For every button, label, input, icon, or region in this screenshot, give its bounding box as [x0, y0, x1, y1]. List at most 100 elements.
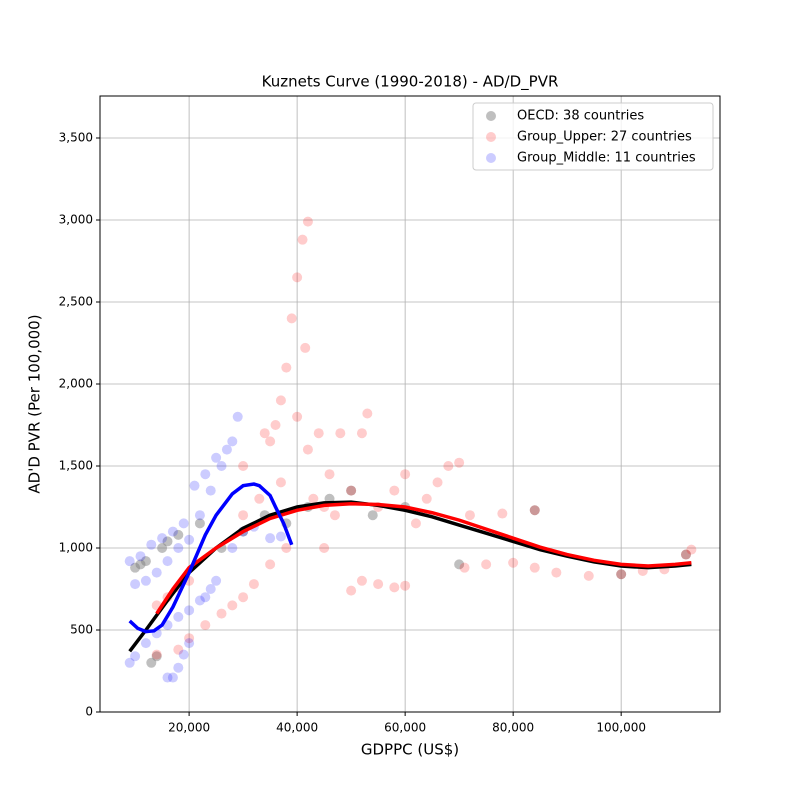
- scatter-point: [265, 533, 276, 544]
- scatter-point: [200, 620, 211, 631]
- scatter-point: [275, 477, 286, 488]
- scatter-point: [281, 362, 292, 373]
- scatter-point: [184, 633, 195, 644]
- y-tick-label: 2,500: [59, 294, 93, 308]
- scatter-point: [232, 411, 243, 422]
- scatter-point: [529, 505, 540, 516]
- fit-curve: [155, 501, 692, 615]
- scatter-point: [356, 428, 367, 439]
- scatter-point: [167, 672, 178, 683]
- scatter-point: [508, 557, 519, 568]
- scatter-point: [275, 395, 286, 406]
- scatter-point: [205, 583, 216, 594]
- scatter-point: [167, 526, 178, 537]
- scatter-point: [616, 569, 627, 580]
- scatter-point: [135, 551, 146, 562]
- scatter-point: [189, 480, 200, 491]
- scatter-point: [184, 638, 195, 649]
- scatter-point: [194, 518, 205, 529]
- scatter-point: [302, 444, 313, 455]
- scatter-point: [297, 234, 308, 245]
- legend-label: Group_Middle: 11 countries: [517, 151, 696, 166]
- scatter-point: [454, 457, 465, 468]
- legend-box: [472, 102, 714, 171]
- scatter-point: [308, 493, 319, 504]
- scatter-point: [162, 556, 173, 567]
- scatter-point: [130, 579, 141, 590]
- scatter-point: [529, 505, 540, 516]
- x-tick-label: 80,000: [492, 721, 534, 735]
- scatter-point: [151, 649, 162, 660]
- scatter-point: [140, 556, 151, 567]
- x-axis-label: GDPPC (US$): [361, 741, 459, 759]
- scatter-point: [178, 649, 189, 660]
- scatter-point: [248, 579, 259, 590]
- scatter-point: [173, 529, 184, 540]
- scatter-point: [389, 485, 400, 496]
- scatter-point: [459, 562, 470, 573]
- legend-label: Group_Upper: 27 countries: [517, 130, 692, 145]
- x-tick-label: 60,000: [384, 721, 426, 735]
- scatter-point: [400, 469, 411, 480]
- scatter-point: [173, 542, 184, 553]
- scatter-point: [216, 460, 227, 471]
- scatter-point: [300, 342, 311, 353]
- scatter-point: [140, 638, 151, 649]
- scatter-point: [238, 510, 249, 521]
- scatter-point: [200, 592, 211, 603]
- y-tick-label: 2,000: [59, 376, 93, 390]
- scatter-point: [184, 605, 195, 616]
- scatter-point: [157, 533, 168, 544]
- scatter-point: [265, 436, 276, 447]
- scatter-point: [259, 428, 270, 439]
- scatter-point: [227, 436, 238, 447]
- scatter-point: [162, 536, 173, 547]
- y-tick-label: 1,000: [59, 540, 93, 554]
- scatter-point: [146, 539, 157, 550]
- fit-curve: [128, 482, 294, 634]
- plot-frame: [99, 95, 721, 713]
- scatter-point: [329, 510, 340, 521]
- scatter-point: [221, 444, 232, 455]
- scatter-point: [173, 644, 184, 655]
- scatter-point: [324, 469, 335, 480]
- scatter-point: [124, 556, 135, 567]
- scatter-point: [194, 595, 205, 606]
- scatter-point: [680, 549, 691, 560]
- scatter-point: [151, 651, 162, 662]
- y-tick-label: 0: [85, 705, 93, 719]
- scatter-point: [529, 562, 540, 573]
- scatter-point: [238, 592, 249, 603]
- scatter-point: [205, 485, 216, 496]
- scatter-point: [130, 651, 141, 662]
- legend-label: OECD: 38 countries: [517, 109, 644, 124]
- x-tick-label: 20,000: [168, 721, 210, 735]
- scatter-point: [616, 569, 627, 580]
- scatter-point: [400, 580, 411, 591]
- y-tick-label: 500: [70, 622, 93, 636]
- scatter-point: [367, 510, 378, 521]
- legend-marker: [486, 153, 496, 163]
- scatter-point: [286, 313, 297, 324]
- scatter-point: [313, 428, 324, 439]
- scatter-point: [173, 611, 184, 622]
- scatter-point: [216, 608, 227, 619]
- scatter-point: [254, 493, 265, 504]
- scatter-point: [184, 534, 195, 545]
- scatter-point: [238, 460, 249, 471]
- scatter-point: [432, 477, 443, 488]
- scatter-point: [319, 542, 330, 553]
- scatter-point: [270, 419, 281, 430]
- scatter-point: [421, 493, 432, 504]
- scatter-point: [194, 510, 205, 521]
- scatter-point: [551, 567, 562, 578]
- y-tick-label: 3,000: [59, 212, 93, 226]
- scatter-point: [356, 575, 367, 586]
- scatter-point: [292, 411, 303, 422]
- x-tick-label: 40,000: [276, 721, 318, 735]
- x-tick-label: 100,000: [596, 721, 646, 735]
- scatter-point: [211, 575, 222, 586]
- scatter-point: [454, 559, 465, 570]
- scatter-point: [346, 585, 357, 596]
